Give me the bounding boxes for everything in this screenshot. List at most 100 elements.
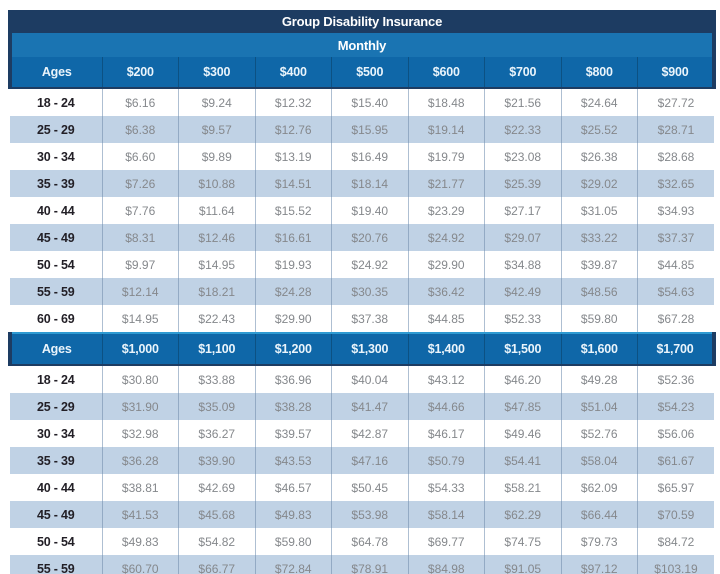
rate-cell: $61.67 (637, 447, 714, 474)
rate-cell: $29.90 (407, 251, 485, 278)
rate-cell: $31.05 (560, 197, 638, 224)
rate-cell: $44.66 (407, 393, 485, 420)
rate-cell: $19.40 (331, 197, 408, 224)
rate-cell: $67.28 (637, 305, 714, 333)
age-range-cell: 50 - 54 (10, 251, 102, 278)
rate-cell: $9.24 (178, 88, 255, 116)
benefit-column-header: $500 (331, 57, 408, 89)
rate-cell: $18.48 (407, 88, 485, 116)
rate-cell: $33.88 (178, 365, 255, 393)
rate-cell: $45.68 (178, 501, 255, 528)
rate-cell: $14.95 (101, 305, 179, 333)
rate-cell: $18.14 (331, 170, 408, 197)
rate-cell: $49.46 (484, 420, 561, 447)
benefit-column-header: $1,600 (560, 332, 638, 366)
age-range-cell: 40 - 44 (10, 474, 102, 501)
rate-cell: $6.38 (101, 116, 179, 143)
benefit-column-header: $400 (254, 57, 332, 89)
rate-cell: $54.23 (637, 393, 714, 420)
rate-cell: $42.87 (331, 420, 408, 447)
rate-cell: $31.90 (101, 393, 179, 420)
benefit-column-header: $1,100 (178, 332, 255, 366)
rate-cell: $18.21 (178, 278, 255, 305)
rate-cell: $40.04 (331, 365, 408, 393)
rate-cell: $38.28 (254, 393, 332, 420)
rate-cell: $24.64 (560, 88, 638, 116)
rate-cell: $47.85 (484, 393, 561, 420)
rate-cell: $39.57 (254, 420, 332, 447)
rate-cell: $46.17 (407, 420, 485, 447)
rate-cell: $43.53 (254, 447, 332, 474)
rate-cell: $24.92 (331, 251, 408, 278)
table-row: 30 - 34 $32.98 $36.27 $39.57 $42.87 $46.17 $49… (10, 420, 714, 447)
benefit-column-header: $200 (101, 57, 179, 89)
column-header-row: Ages $200 $300 $400 $500 $600 $700 $800 $900 (8, 57, 716, 89)
rate-cell: $50.79 (407, 447, 485, 474)
rate-cell: $34.93 (637, 197, 714, 224)
rate-cell: $27.17 (484, 197, 561, 224)
rate-cell: $46.57 (254, 474, 332, 501)
rate-cell: $13.19 (254, 143, 332, 170)
rate-cell: $43.12 (407, 365, 485, 393)
rate-cell: $70.59 (637, 501, 714, 528)
rate-cell: $12.32 (254, 88, 332, 116)
ages-column-header: Ages (8, 332, 102, 366)
rate-cell: $19.14 (407, 116, 485, 143)
rate-cell: $41.53 (101, 501, 179, 528)
rate-cell: $38.81 (101, 474, 179, 501)
age-range-cell: 45 - 49 (10, 501, 102, 528)
rate-cell: $64.78 (331, 528, 408, 555)
rate-cell: $54.82 (178, 528, 255, 555)
benefit-column-header: $300 (178, 57, 255, 89)
rate-cell: $6.60 (101, 143, 179, 170)
table-row: 35 - 39 $7.26 $10.88 $14.51 $18.14 $21.77 $25.… (10, 170, 714, 197)
age-range-cell: 55 - 59 (10, 278, 102, 305)
rate-cell: $60.70 (101, 555, 179, 574)
age-range-cell: 60 - 69 (10, 305, 102, 333)
rate-cell: $19.79 (407, 143, 485, 170)
rate-cell: $97.12 (560, 555, 638, 574)
rate-cell: $78.91 (331, 555, 408, 574)
rate-cell: $54.63 (637, 278, 714, 305)
rate-cell: $36.28 (101, 447, 179, 474)
table-row: 45 - 49 $41.53 $45.68 $49.83 $53.98 $58.14 $62… (10, 501, 714, 528)
table-row: 18 - 24 $6.16 $9.24 $12.32 $15.40 $18.48 $21.5… (10, 88, 714, 116)
rate-cell: $52.76 (560, 420, 638, 447)
rate-cell: $21.77 (407, 170, 485, 197)
rate-cell: $84.72 (637, 528, 714, 555)
age-range-cell: 25 - 29 (10, 116, 102, 143)
rate-cell: $39.87 (560, 251, 638, 278)
rate-cell: $15.52 (254, 197, 332, 224)
rate-cell: $53.98 (331, 501, 408, 528)
rate-cell: $8.31 (101, 224, 179, 251)
rate-cell: $23.08 (484, 143, 561, 170)
age-range-cell: 50 - 54 (10, 528, 102, 555)
rate-cell: $12.46 (178, 224, 255, 251)
rate-table: Group Disability Insurance Monthly Ages $… (8, 10, 716, 574)
benefit-column-header: $900 (637, 57, 716, 89)
rate-cell: $22.33 (484, 116, 561, 143)
table-row: 45 - 49 $8.31 $12.46 $16.61 $20.76 $24.92 $29.… (10, 224, 714, 251)
rate-cell: $20.76 (331, 224, 408, 251)
rate-cell: $14.95 (178, 251, 255, 278)
rate-cell: $12.14 (101, 278, 179, 305)
rate-cell: $30.80 (101, 365, 179, 393)
rate-cell: $54.41 (484, 447, 561, 474)
rate-cell: $41.47 (331, 393, 408, 420)
age-range-cell: 55 - 59 (10, 555, 102, 574)
rate-cell: $49.83 (101, 528, 179, 555)
rate-cell: $34.88 (484, 251, 561, 278)
age-range-cell: 30 - 34 (10, 143, 102, 170)
rate-cell: $62.09 (560, 474, 638, 501)
rate-cell: $14.51 (254, 170, 332, 197)
rate-cell: $15.95 (331, 116, 408, 143)
table-row: 50 - 54 $9.97 $14.95 $19.93 $24.92 $29.90 $34.… (10, 251, 714, 278)
rate-cell: $49.28 (560, 365, 638, 393)
rate-cell: $32.98 (101, 420, 179, 447)
benefit-column-header: $700 (484, 57, 561, 89)
benefit-column-header: $1,400 (407, 332, 485, 366)
rate-grid: Ages $200 $300 $400 $500 $600 $700 $800 $900 18 -… (8, 57, 716, 574)
benefit-column-header: $1,700 (637, 332, 716, 366)
rate-cell: $84.98 (407, 555, 485, 574)
rate-cell: $28.71 (637, 116, 714, 143)
